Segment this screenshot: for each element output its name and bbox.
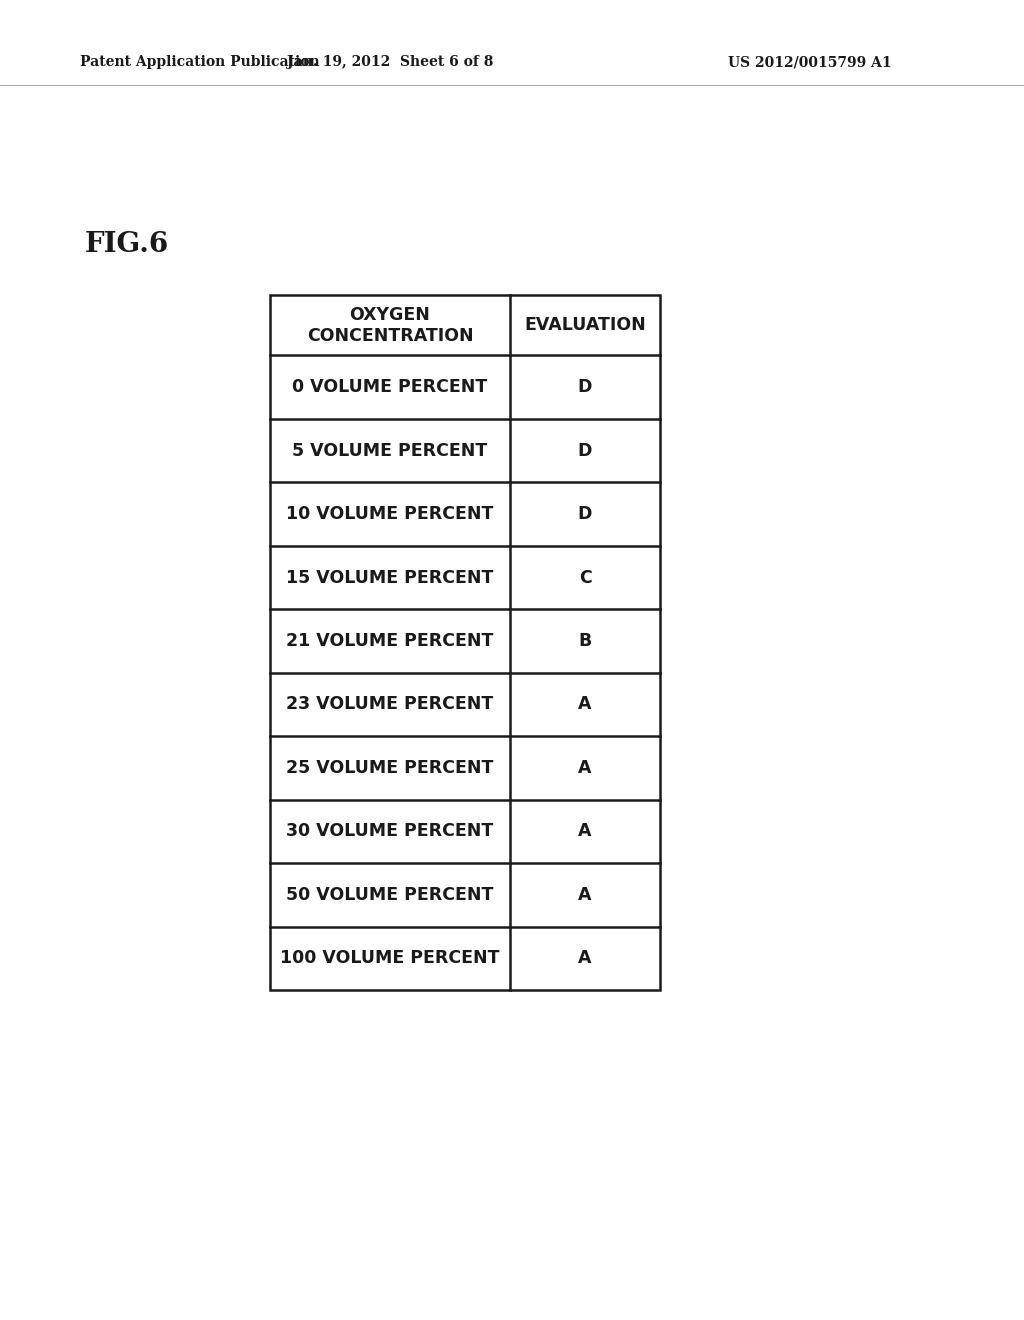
Text: 50 VOLUME PERCENT: 50 VOLUME PERCENT (287, 886, 494, 904)
Text: A: A (579, 822, 592, 841)
Text: 5 VOLUME PERCENT: 5 VOLUME PERCENT (293, 442, 487, 459)
Text: A: A (579, 759, 592, 777)
Text: A: A (579, 949, 592, 968)
Text: 25 VOLUME PERCENT: 25 VOLUME PERCENT (287, 759, 494, 777)
Text: FIG.6: FIG.6 (85, 231, 169, 259)
Text: Jan. 19, 2012  Sheet 6 of 8: Jan. 19, 2012 Sheet 6 of 8 (287, 55, 494, 69)
Text: 10 VOLUME PERCENT: 10 VOLUME PERCENT (287, 506, 494, 523)
Text: B: B (579, 632, 592, 649)
Text: 15 VOLUME PERCENT: 15 VOLUME PERCENT (287, 569, 494, 586)
Text: 30 VOLUME PERCENT: 30 VOLUME PERCENT (287, 822, 494, 841)
Text: D: D (578, 442, 592, 459)
Text: 100 VOLUME PERCENT: 100 VOLUME PERCENT (281, 949, 500, 968)
Text: Patent Application Publication: Patent Application Publication (80, 55, 319, 69)
Text: US 2012/0015799 A1: US 2012/0015799 A1 (728, 55, 892, 69)
Text: D: D (578, 378, 592, 396)
Text: C: C (579, 569, 592, 586)
Text: 23 VOLUME PERCENT: 23 VOLUME PERCENT (287, 696, 494, 713)
Text: A: A (579, 886, 592, 904)
Text: 21 VOLUME PERCENT: 21 VOLUME PERCENT (287, 632, 494, 649)
Text: OXYGEN
CONCENTRATION: OXYGEN CONCENTRATION (306, 306, 473, 345)
Text: D: D (578, 506, 592, 523)
Text: EVALUATION: EVALUATION (524, 317, 646, 334)
Text: A: A (579, 696, 592, 713)
Text: 0 VOLUME PERCENT: 0 VOLUME PERCENT (293, 378, 487, 396)
